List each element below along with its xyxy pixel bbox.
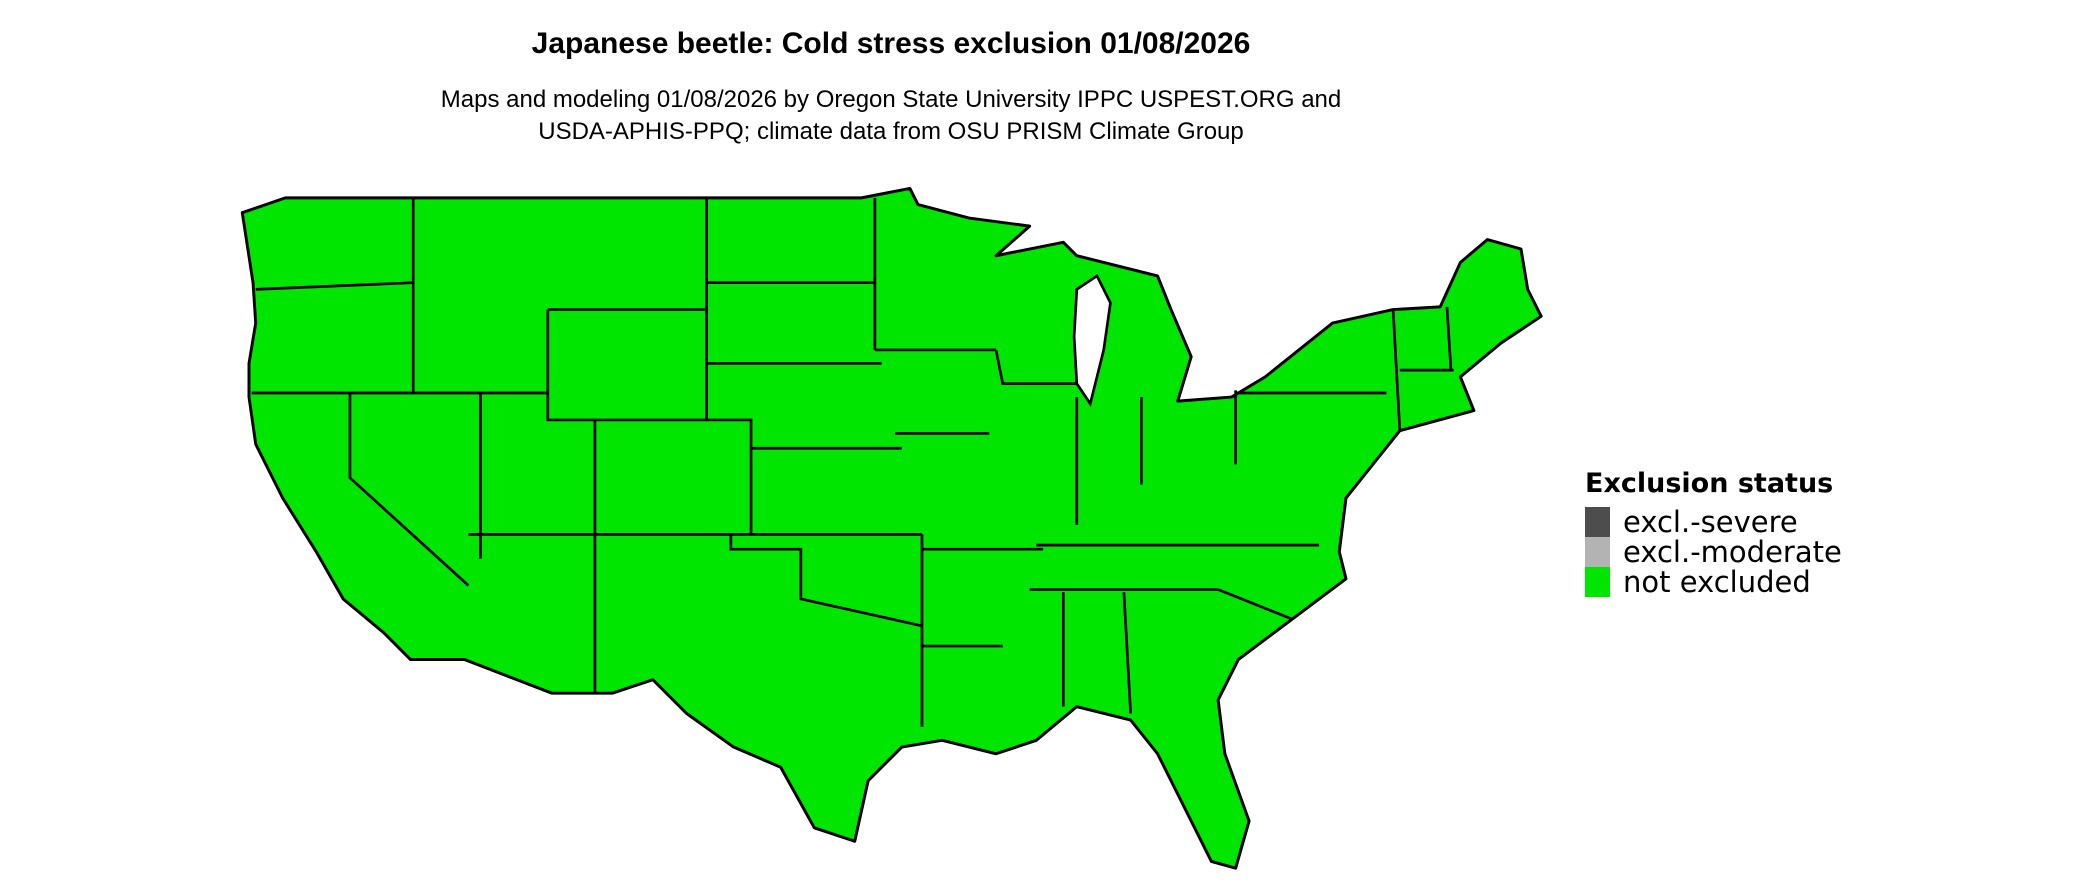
lake-michigan xyxy=(1072,273,1112,408)
subtitle-line-1: Maps and modeling 01/08/2026 by Oregon S… xyxy=(440,86,1342,113)
state-border xyxy=(1217,588,1293,621)
state-border xyxy=(255,281,414,291)
legend-item-not-excluded: not excluded xyxy=(1585,565,1842,599)
legend-label: not excluded xyxy=(1623,565,1811,599)
legend-item-severe: excl.-severe xyxy=(1585,505,1842,539)
legend-label: excl.-severe xyxy=(1623,505,1798,539)
legend-swatch-severe xyxy=(1585,507,1610,537)
state-border xyxy=(1122,592,1132,714)
state-border xyxy=(994,349,1077,385)
us-outline xyxy=(240,186,1543,870)
legend-label: excl.-moderate xyxy=(1623,535,1842,569)
legend-item-moderate: excl.-moderate xyxy=(1585,535,1842,569)
state-borders xyxy=(251,197,1454,727)
state-border xyxy=(546,309,753,535)
legend-swatch-not-excluded xyxy=(1585,567,1610,597)
legend-swatch-moderate xyxy=(1585,537,1610,567)
map-subtitle: Maps and modeling 01/08/2026 by Oregon S… xyxy=(241,84,1541,148)
state-border xyxy=(729,534,923,628)
legend-title: Exclusion status xyxy=(1585,468,1834,499)
subtitle-line-2: USDA-APHIS-PPQ; climate data from OSU PR… xyxy=(538,118,1244,145)
state-border xyxy=(348,393,470,587)
state-border xyxy=(1391,309,1402,431)
map-title: Japanese beetle: Cold stress exclusion 0… xyxy=(531,27,1251,60)
state-border xyxy=(1445,306,1453,371)
legend: Exclusion status excl.-severe excl.-mode… xyxy=(1585,468,1842,599)
